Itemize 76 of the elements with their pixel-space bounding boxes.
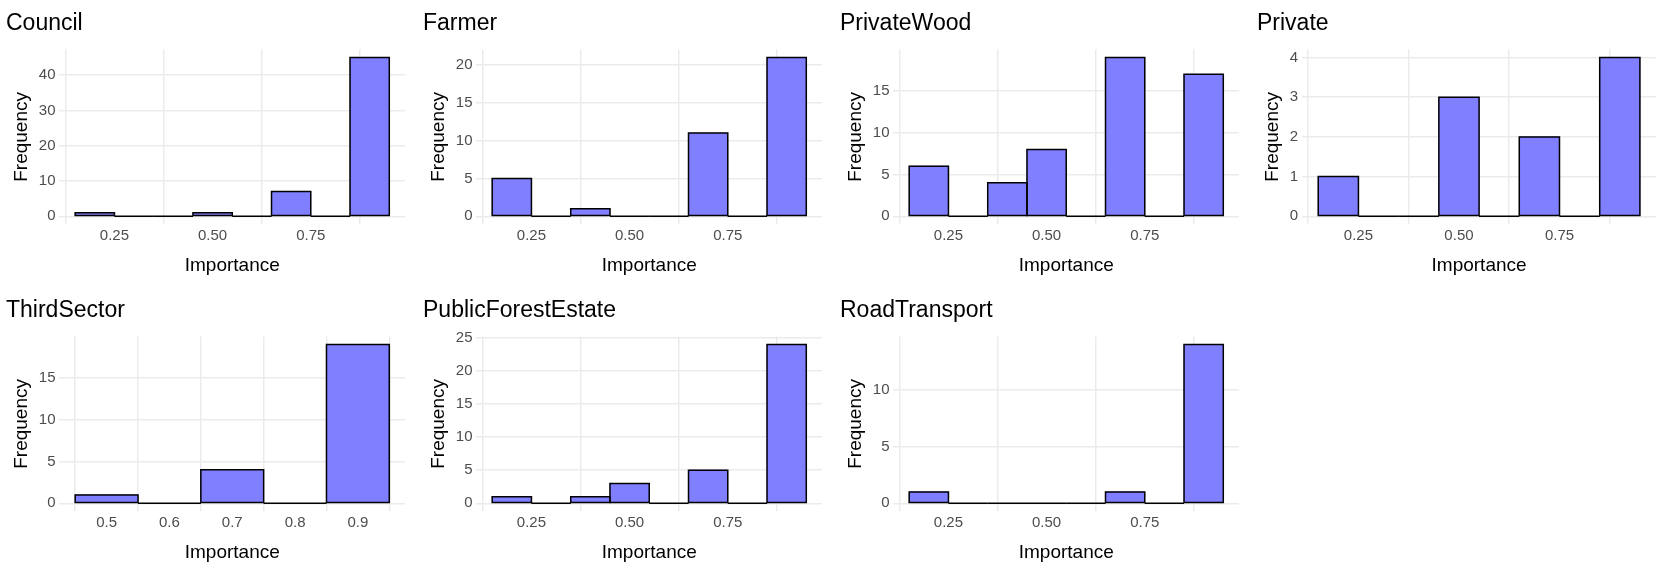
x-tick-label: 0.5 (96, 513, 118, 531)
chart-title: Council (6, 9, 83, 36)
x-tick-label: 0.75 (713, 513, 743, 531)
chart-title: ThirdSector (6, 296, 126, 323)
x-tick-label: 0.25 (933, 513, 964, 531)
x-axis-title: Importance (1431, 253, 1527, 275)
x-tick-label: 0.25 (99, 226, 130, 244)
y-tick-label: 0 (464, 206, 473, 224)
y-tick-label: 2 (1289, 127, 1299, 145)
chart-title: PrivateWood (840, 9, 972, 36)
y-tick-label: 30 (38, 100, 56, 118)
y-tick-label: 5 (881, 436, 890, 454)
x-tick-label: 0.25 (1343, 226, 1374, 244)
y-axis-title: Frequency (843, 91, 865, 182)
x-tick-label: 0.25 (933, 226, 964, 244)
x-tick-label: 0.7 (221, 513, 243, 531)
x-tick-label: 0.50 (1444, 226, 1474, 244)
y-tick-label: 10 (872, 122, 890, 140)
y-tick-label: 0 (881, 493, 890, 511)
y-axis-title: Frequency (426, 378, 448, 469)
x-tick-label: 0.75 (1130, 226, 1160, 244)
y-tick-label: 15 (872, 81, 890, 99)
x-tick-label: 0.8 (284, 513, 306, 531)
x-axis-title: Importance (1018, 540, 1114, 562)
x-tick-label: 0.25 (516, 226, 547, 244)
y-tick-label: 15 (455, 394, 473, 412)
chart-title: PublicForestEstate (423, 296, 617, 323)
y-axis-title: Frequency (843, 378, 865, 469)
x-tick-label: 0.9 (347, 513, 369, 531)
y-axis-title: Frequency (426, 91, 448, 182)
x-tick-label: 0.50 (1032, 226, 1062, 244)
chart-title: Private (1257, 9, 1329, 36)
x-axis-title: Importance (184, 253, 280, 275)
y-tick-label: 5 (881, 164, 890, 182)
y-tick-label: 0 (47, 493, 56, 511)
y-tick-label: 3 (1289, 87, 1299, 105)
y-tick-label: 20 (455, 361, 473, 379)
x-tick-label: 0.75 (713, 226, 743, 244)
y-tick-label: 10 (872, 380, 890, 398)
x-tick-label: 0.50 (198, 226, 228, 244)
y-tick-label: 5 (464, 168, 473, 186)
y-tick-label: 10 (38, 409, 56, 427)
y-axis-title: Frequency (9, 378, 31, 469)
x-tick-label: 0.25 (516, 513, 547, 531)
x-tick-label: 0.6 (158, 513, 180, 531)
x-axis-title: Importance (1018, 253, 1114, 275)
y-tick-label: 0 (464, 493, 473, 511)
y-tick-label: 0 (881, 206, 890, 224)
y-tick-label: 40 (38, 65, 56, 83)
x-tick-label: 0.75 (1544, 226, 1575, 244)
y-tick-label: 0 (1289, 206, 1299, 224)
y-tick-label: 1 (1289, 166, 1299, 184)
x-axis-title: Importance (601, 540, 697, 562)
y-tick-label: 20 (38, 135, 56, 153)
y-tick-label: 10 (38, 171, 56, 189)
x-tick-label: 0.50 (615, 226, 645, 244)
x-tick-label: 0.75 (296, 226, 326, 244)
y-tick-label: 25 (455, 328, 473, 346)
y-axis-title: Frequency (1260, 91, 1282, 182)
x-axis-title: Importance (184, 540, 280, 562)
chart-title: RoadTransport (840, 296, 994, 323)
y-tick-label: 5 (47, 451, 56, 469)
y-tick-label: 15 (38, 368, 56, 386)
y-tick-label: 0 (47, 206, 56, 224)
x-axis-title: Importance (601, 253, 697, 275)
x-tick-label: 0.75 (1130, 513, 1160, 531)
x-tick-label: 0.50 (615, 513, 645, 531)
y-tick-label: 20 (455, 55, 473, 73)
y-tick-label: 10 (455, 130, 473, 148)
chart-title: Farmer (423, 9, 498, 36)
y-tick-label: 10 (455, 427, 473, 445)
y-tick-label: 4 (1289, 47, 1299, 65)
y-tick-label: 15 (455, 93, 473, 111)
y-tick-label: 5 (464, 460, 473, 478)
x-tick-label: 0.50 (1032, 513, 1062, 531)
y-axis-title: Frequency (9, 91, 31, 182)
